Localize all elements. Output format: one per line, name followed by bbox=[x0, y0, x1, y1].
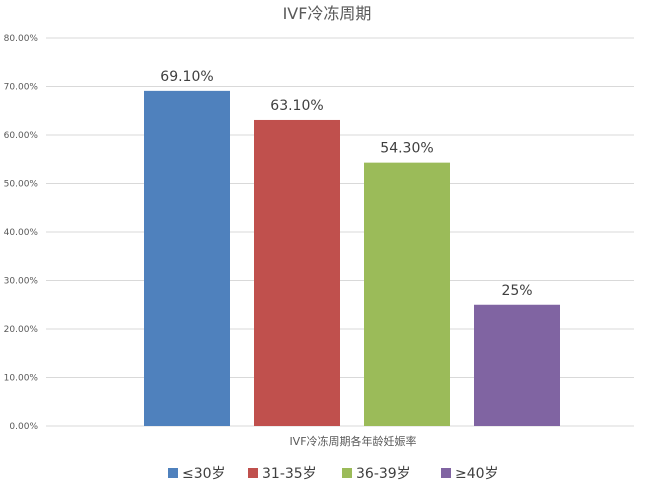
y-tick-label: 60.00% bbox=[4, 131, 39, 141]
legend-label: 36-39岁 bbox=[356, 466, 411, 482]
data-label: 25% bbox=[501, 283, 532, 299]
y-tick-label: 50.00% bbox=[4, 180, 39, 190]
y-axis-ticks: 0.00% 10.00% 20.00% 30.00% 40.00% 50.00% 60.00… bbox=[4, 34, 39, 432]
y-tick-label: 40.00% bbox=[4, 228, 39, 238]
bar bbox=[474, 304, 560, 426]
y-tick-label: 30.00% bbox=[4, 277, 39, 287]
bar bbox=[144, 90, 230, 427]
y-tick-label: 0.00% bbox=[9, 422, 38, 432]
legend-label: 31-35岁 bbox=[262, 466, 317, 482]
category-axis-label: IVF冷冻周期各年龄妊娠率 bbox=[289, 434, 416, 448]
legend-swatch bbox=[248, 468, 258, 478]
legend: ≤30岁 31-35岁 36-39岁 ≥40岁 bbox=[168, 466, 499, 482]
legend-swatch bbox=[342, 468, 352, 478]
data-label: 69.10% bbox=[160, 69, 213, 85]
bar bbox=[364, 162, 450, 426]
legend-label: ≤30岁 bbox=[182, 466, 226, 482]
data-label: 63.10% bbox=[270, 98, 323, 114]
y-tick-label: 70.00% bbox=[4, 83, 39, 93]
chart-title: IVF冷冻周期 bbox=[283, 4, 372, 23]
legend-label: ≥40岁 bbox=[455, 466, 499, 482]
data-labels: 69.10% 63.10% 54.30% 25% bbox=[160, 69, 532, 299]
data-label: 54.30% bbox=[380, 141, 433, 157]
y-tick-label: 10.00% bbox=[4, 374, 39, 384]
bars bbox=[144, 90, 560, 427]
y-tick-label: 20.00% bbox=[4, 325, 39, 335]
bar bbox=[254, 119, 340, 426]
y-tick-label: 80.00% bbox=[4, 34, 39, 44]
legend-swatch bbox=[168, 468, 178, 478]
legend-swatch bbox=[441, 468, 451, 478]
